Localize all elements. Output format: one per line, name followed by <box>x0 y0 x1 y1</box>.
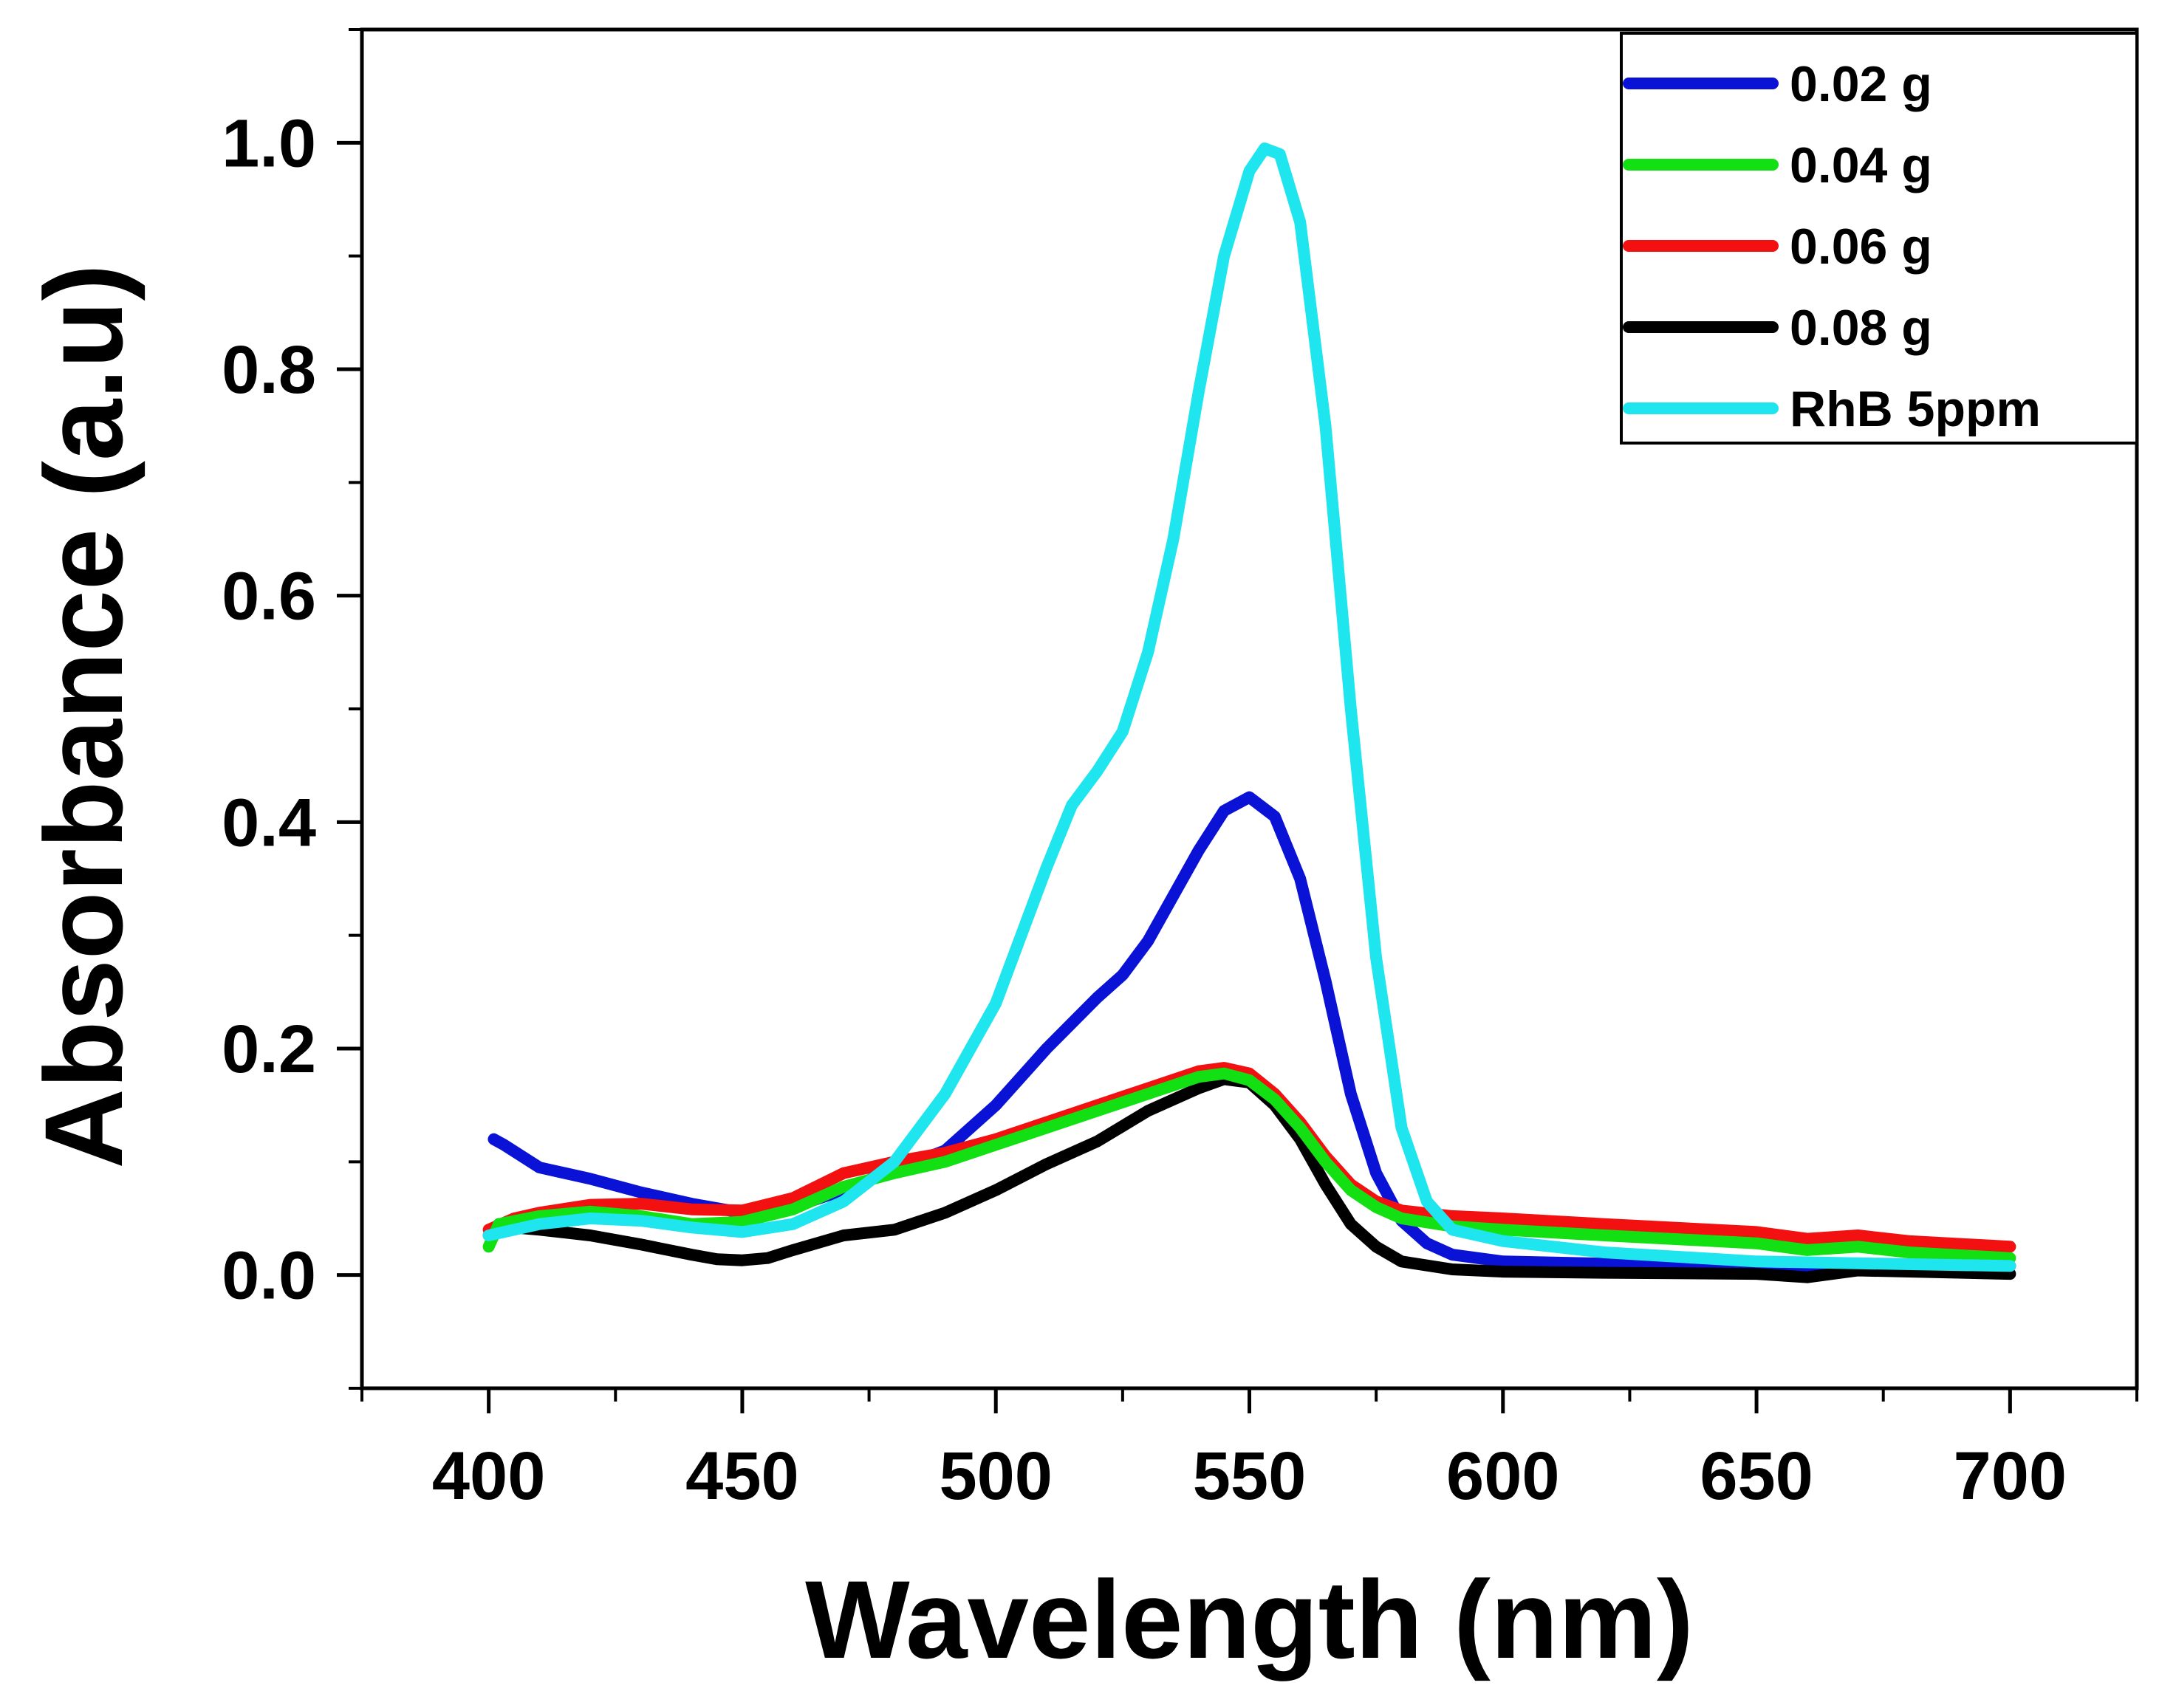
legend-box <box>1620 32 2138 445</box>
series-line-0-02-g <box>487 791 2016 1272</box>
y-tick-label: 0.6 <box>222 559 316 634</box>
legend-label: 0.02 g <box>1790 56 1932 112</box>
x-tick-label: 600 <box>1446 1438 1560 1514</box>
y-tick-label: 0.0 <box>222 1238 316 1314</box>
x-tick-label: 700 <box>1954 1438 2067 1514</box>
legend-label: RhB 5ppm <box>1790 381 2041 437</box>
y-axis-title: Absorbance (a.u) <box>21 264 146 1168</box>
y-tick-label: 1.0 <box>222 106 316 181</box>
y-tick-label: 0.8 <box>222 332 316 408</box>
x-axis-title: Wavelength (nm) <box>805 1557 1694 1681</box>
series-line-0-08-g <box>482 1073 2016 1283</box>
y-tick-label: 0.4 <box>222 785 316 860</box>
legend-label: 0.08 g <box>1790 300 1932 356</box>
x-tick-label: 650 <box>1700 1438 1813 1514</box>
x-tick-label: 500 <box>939 1438 1053 1514</box>
x-tick-label: 400 <box>432 1438 546 1514</box>
x-tick-label: 550 <box>1193 1438 1307 1514</box>
series-line-rhb-5ppm <box>482 143 2016 1272</box>
y-tick-label: 0.2 <box>222 1012 316 1087</box>
legend-label: 0.04 g <box>1790 137 1932 193</box>
x-tick-label: 450 <box>685 1438 799 1514</box>
plot-area <box>482 143 2016 1283</box>
legend: 0.02 g 0.04 g 0.06 g 0.08 g RhB 5ppm <box>1620 32 2138 445</box>
legend-label: 0.06 g <box>1790 219 1932 275</box>
tick-labels: 400 450 500 550 600 650 700 0.0 0.2 0.4 0.6 0.8 1.0 <box>222 106 2067 1514</box>
tick-marks <box>337 28 2138 1413</box>
